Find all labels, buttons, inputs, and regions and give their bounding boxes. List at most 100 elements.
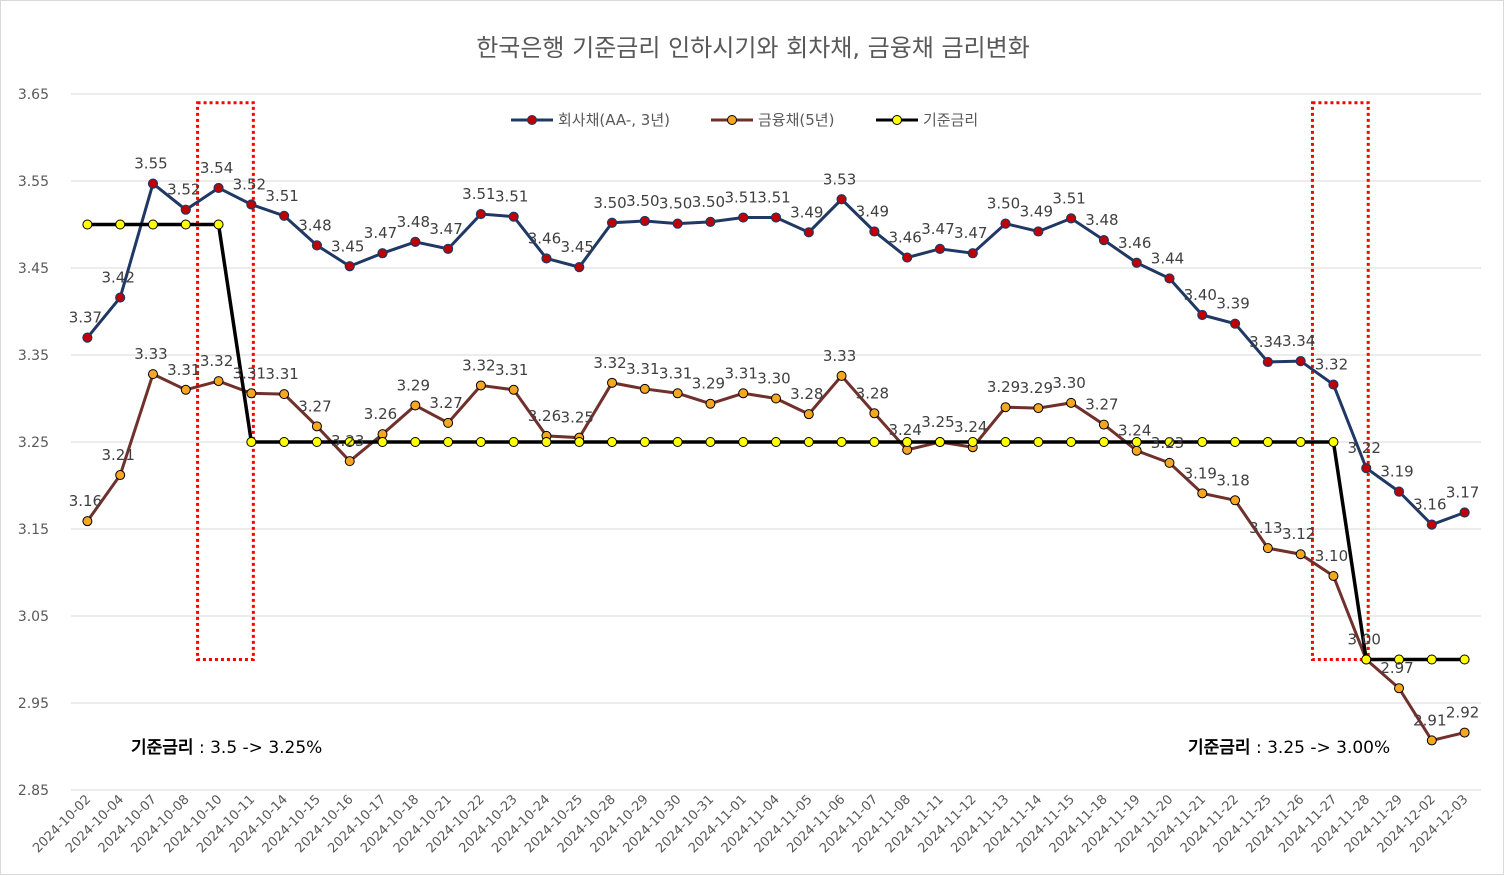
data-point — [311, 240, 323, 251]
data-label: 3.31 — [725, 364, 758, 382]
data-label: 3.30 — [757, 370, 790, 388]
data-point — [705, 437, 716, 447]
data-point — [1098, 419, 1109, 430]
data-point — [607, 377, 618, 388]
data-point — [607, 437, 618, 447]
data-label: 3.26 — [528, 407, 561, 425]
data-label: 3.23 — [1151, 434, 1184, 452]
data-label: 3.49 — [790, 203, 823, 221]
data-point — [574, 437, 585, 447]
data-point — [770, 212, 782, 223]
data-point — [1394, 654, 1405, 665]
data-point — [180, 219, 191, 230]
data-point — [279, 210, 290, 221]
data-point — [934, 437, 945, 447]
data-point — [1197, 309, 1208, 321]
data-point — [869, 226, 880, 237]
data-label: 3.45 — [561, 238, 594, 256]
data-label: 3.50 — [626, 192, 659, 210]
data-point — [836, 194, 847, 205]
data-point — [1131, 445, 1142, 456]
data-point — [672, 218, 683, 229]
data-label: 3.45 — [331, 237, 364, 255]
annotation-bold: 기준금리 — [1188, 738, 1251, 758]
data-point — [213, 182, 224, 194]
data-label: 3.52 — [167, 181, 200, 199]
data-point — [442, 243, 454, 254]
data-label: 3.32 — [462, 356, 495, 374]
data-point — [541, 437, 552, 447]
data-point — [672, 388, 683, 399]
data-point — [1000, 218, 1011, 229]
data-point — [1131, 257, 1142, 268]
data-label: 3.16 — [1413, 496, 1446, 514]
data-point — [344, 437, 355, 447]
data-point — [1098, 437, 1109, 447]
data-point — [1295, 355, 1306, 367]
data-point — [82, 516, 93, 527]
data-point — [1230, 437, 1241, 447]
data-point — [311, 437, 322, 447]
data-label: 3.51 — [495, 188, 528, 206]
data-point — [246, 437, 257, 447]
data-point — [1066, 213, 1077, 224]
data-point — [869, 437, 880, 447]
data-point — [1197, 437, 1208, 447]
data-label: 3.29 — [397, 376, 430, 394]
annotation-bold: 기준금리 — [131, 738, 194, 758]
data-point — [147, 178, 159, 189]
data-label: 3.29 — [692, 375, 725, 393]
data-point — [738, 388, 749, 399]
data-point — [639, 215, 650, 227]
data-point — [967, 437, 978, 447]
data-label: 2.91 — [1413, 711, 1446, 729]
y-axis-ticks: 2.85 2.95 3.05 3.15 3.25 3.35 3.45 3.55 3.65 — [18, 87, 49, 799]
data-label: 3.39 — [1216, 295, 1249, 313]
data-label: 3.50 — [692, 193, 725, 211]
data-label: 3.16 — [69, 492, 102, 510]
data-label: 3.19 — [1380, 463, 1413, 481]
series-1 — [82, 369, 1470, 746]
x-axis-ticks: 2024-10-022024-10-042024-10-072024-10-08… — [30, 792, 1471, 856]
data-point — [82, 219, 93, 230]
data-point — [1098, 235, 1110, 246]
data-label: 3.32 — [200, 352, 233, 370]
data-label: 3.50 — [593, 194, 626, 212]
data-label: 3.24 — [1118, 422, 1151, 440]
data-label: 3.47 — [364, 224, 397, 242]
data-point — [934, 243, 946, 254]
data-label: 3.46 — [528, 229, 561, 247]
legend-item: 기준금리 — [876, 111, 978, 129]
data-point — [82, 332, 93, 343]
data-label: 3.31 — [265, 365, 298, 383]
data-label: 3.53 — [823, 170, 856, 188]
data-point — [147, 219, 158, 230]
data-point — [1426, 735, 1437, 746]
data-label: 3.26 — [364, 405, 397, 423]
data-point — [803, 409, 814, 420]
data-point — [738, 212, 749, 223]
data-point — [344, 261, 355, 272]
legend-label: 회사채(AA-, 3년) — [558, 111, 670, 129]
legend-item: 금융채(5년) — [711, 111, 834, 129]
data-label: 3.47 — [954, 224, 987, 242]
data-point — [1066, 437, 1077, 447]
data-point — [1000, 437, 1011, 447]
y-tick-label: 3.15 — [18, 522, 49, 538]
data-point — [1033, 403, 1044, 414]
data-point — [1426, 519, 1437, 530]
data-label: 3.51 — [265, 187, 298, 205]
data-point — [475, 208, 486, 220]
y-tick-label: 3.65 — [18, 87, 49, 103]
data-point — [902, 437, 913, 447]
data-point — [311, 421, 322, 432]
data-point — [246, 199, 257, 210]
data-label: 3.25 — [921, 413, 954, 431]
data-point — [443, 417, 454, 428]
data-label: 3.28 — [856, 384, 889, 402]
data-point — [902, 252, 913, 263]
data-point — [1230, 495, 1241, 506]
data-label: 3.32 — [1315, 356, 1348, 374]
data-point — [246, 388, 257, 399]
